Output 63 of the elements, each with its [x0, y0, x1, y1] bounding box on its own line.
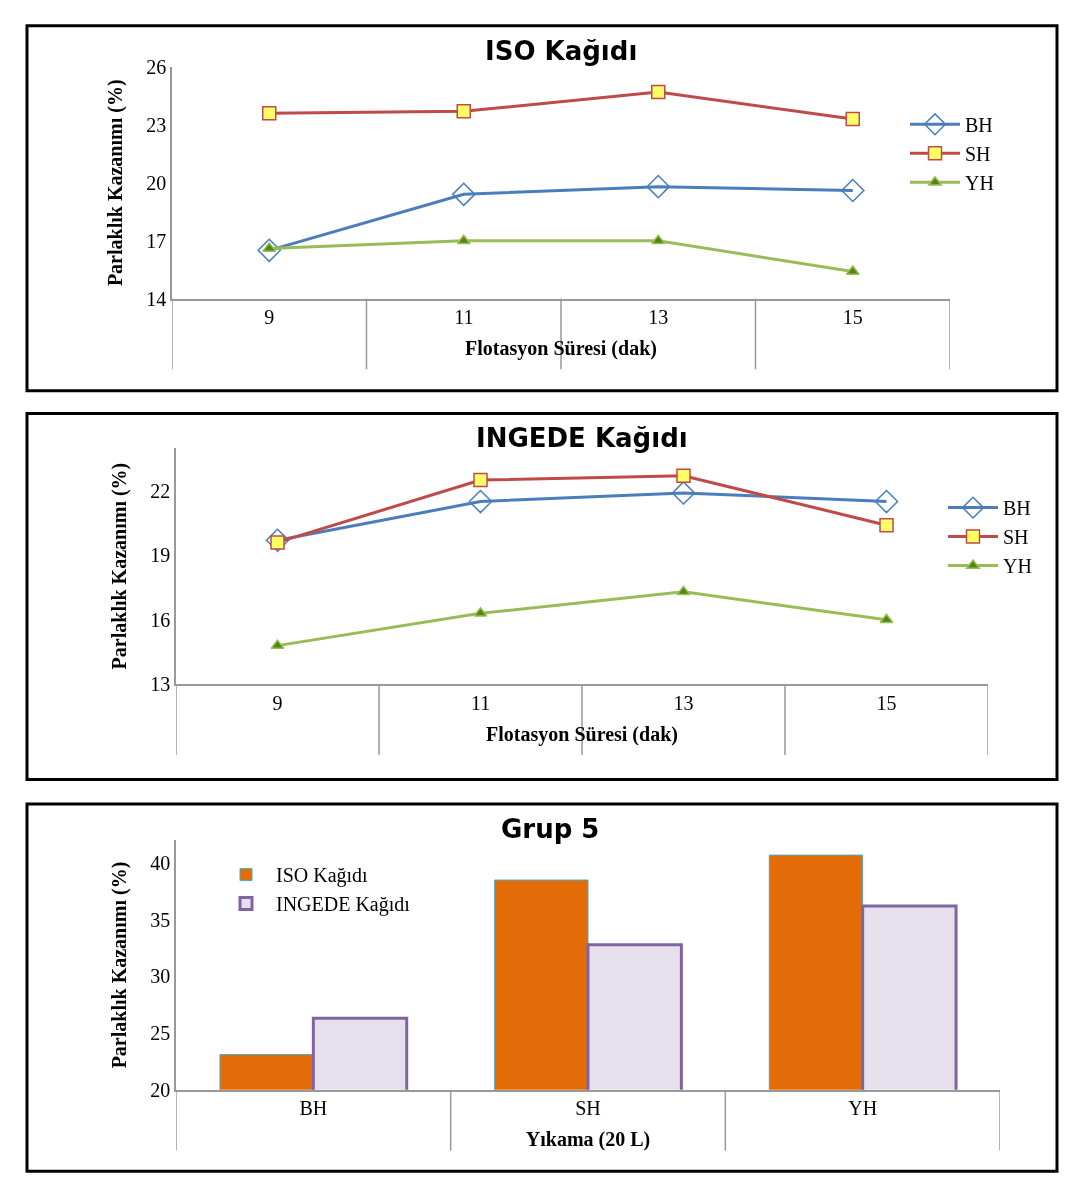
y-axis-title: Parlaklık Kazanımı (%): [108, 861, 132, 1069]
y-tick-label: 20: [146, 171, 167, 194]
point: [879, 517, 894, 533]
chart-title: ISO Kağıdı: [485, 36, 638, 66]
point: [270, 639, 285, 650]
x-tick-label: YH: [848, 1097, 878, 1120]
y-tick-label: 14: [146, 287, 167, 310]
legend-label: INGEDE Kağıdı: [276, 893, 411, 917]
point: [651, 234, 666, 245]
legend-label: SH: [1003, 526, 1029, 549]
x-tick-label: BH: [299, 1097, 328, 1120]
legend-label: BH: [1003, 497, 1031, 520]
point: [468, 489, 493, 514]
legend-label: YH: [965, 172, 994, 195]
point: [265, 528, 290, 553]
y-axis-title: Parlaklık Kazanımı (%): [108, 462, 132, 670]
x-tick-label: SH: [575, 1097, 601, 1120]
point: [257, 238, 282, 263]
point: [671, 481, 696, 505]
chart-title: INGEDE Kağıdı: [476, 423, 688, 453]
point: [676, 468, 691, 483]
y-tick-label: 30: [150, 965, 171, 988]
point: [651, 84, 666, 100]
y-tick-label: 26: [146, 55, 167, 78]
x-tick-label: 15: [842, 306, 863, 329]
point: [840, 178, 865, 203]
y-axis-title: Parlaklık Kazanımı (%): [104, 79, 128, 287]
y-tick-label: 17: [146, 229, 167, 252]
x-tick-label: 9: [272, 692, 283, 715]
x-axis-title: Yıkama (20 L): [525, 1128, 651, 1152]
y-tick-label: 23: [146, 113, 167, 136]
point: [874, 489, 899, 514]
y-tick-label: 22: [150, 479, 171, 502]
y-tick-label: 35: [150, 908, 171, 931]
legend-label: YH: [1003, 555, 1032, 578]
chart-title: Grup 5: [501, 814, 600, 844]
y-tick-label: 13: [150, 673, 171, 696]
y-tick-label: 25: [150, 1022, 171, 1045]
y-tick-label: 20: [150, 1078, 171, 1101]
point: [473, 472, 488, 488]
point: [646, 174, 671, 199]
x-tick-label: 13: [673, 692, 694, 715]
y-tick-label: 40: [150, 852, 171, 875]
legend-label: BH: [965, 114, 993, 137]
point: [451, 182, 476, 207]
x-tick-label: 9: [264, 306, 275, 329]
point: [456, 234, 471, 245]
point: [879, 613, 894, 624]
legend-label: SH: [965, 143, 991, 166]
x-tick-label: 11: [454, 306, 474, 329]
x-axis-title: Flotasyon Süresi (dak): [486, 723, 678, 747]
x-tick-label: 15: [876, 692, 897, 715]
legend-label: ISO Kağıdı: [276, 864, 369, 888]
point: [262, 106, 277, 121]
x-axis-title: Flotasyon Süresi (dak): [465, 337, 657, 361]
point: [676, 585, 691, 596]
y-tick-label: 16: [150, 608, 171, 631]
x-tick-label: 13: [648, 306, 669, 329]
y-tick-label: 19: [150, 544, 171, 567]
point: [845, 111, 860, 127]
point: [456, 104, 471, 119]
point: [845, 265, 860, 276]
x-tick-label: 11: [470, 692, 491, 715]
